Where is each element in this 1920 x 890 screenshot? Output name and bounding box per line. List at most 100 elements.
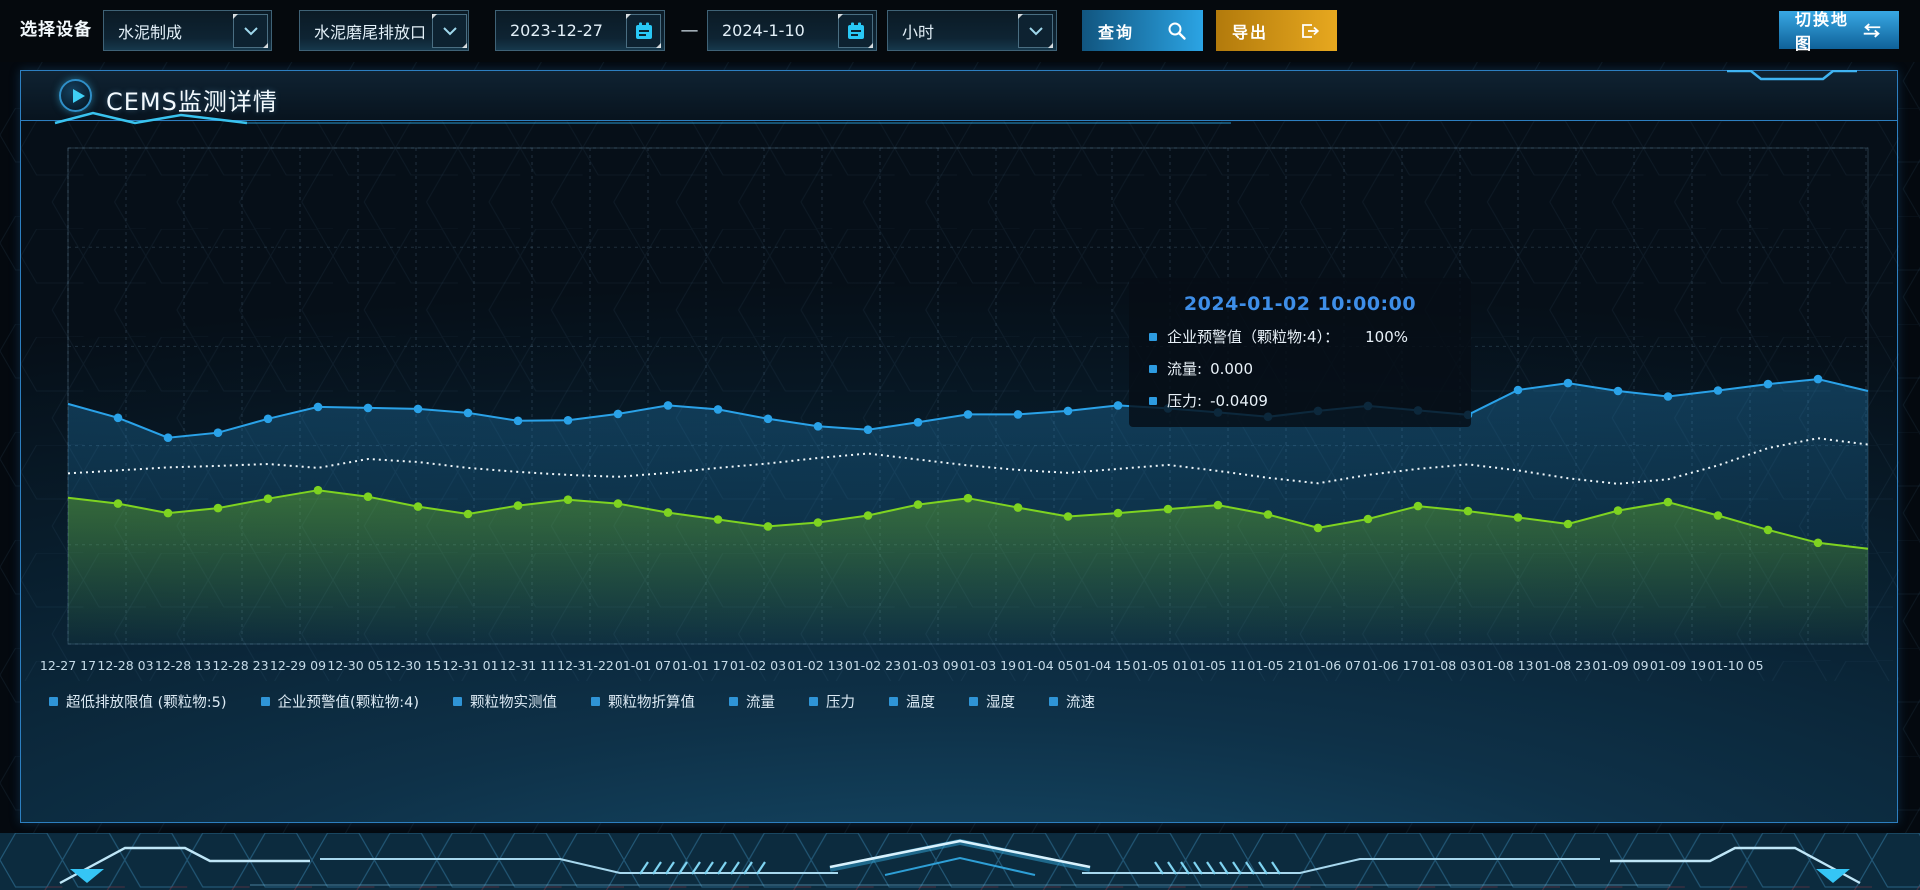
switch-map-button[interactable]: 切换地图 <box>1779 10 1899 53</box>
legend-label: 超低排放限值 (颗粒物:5) <box>66 695 227 711</box>
panel-header: CEMS监测详情 <box>21 70 1897 125</box>
device-type-select[interactable]: 水泥制成 <box>103 10 272 51</box>
data-point <box>363 492 373 502</box>
data-point <box>1713 386 1723 395</box>
legend-marker <box>1048 697 1058 706</box>
data-point <box>213 503 223 513</box>
legend-item[interactable]: 压力 <box>808 691 855 712</box>
x-axis-label: 01-08 13 <box>1477 658 1533 673</box>
chart-legend: 超低排放限值 (颗粒物:5) 企业预警值(颗粒物:4) 颗粒物实测值 颗粒物折算值 流量… <box>49 691 1095 712</box>
series-marker <box>1149 364 1157 373</box>
tooltip-row: 压力: -0.0409 <box>1149 390 1451 411</box>
legend-label: 流速 <box>1065 695 1095 711</box>
search-icon <box>1168 22 1186 40</box>
x-axis-label: 01-03 09 <box>902 658 958 673</box>
data-point <box>1513 385 1523 395</box>
tooltip-row-label: 企业预警值（颗粒物:4）： <box>1167 328 1340 346</box>
cems-monitor-panel: CEMS监测详情 12-27 17 12-28 03 12-28 13 12-28 2… <box>20 70 1899 823</box>
series-area-2 <box>68 490 1868 644</box>
data-point <box>1113 401 1123 410</box>
calendar-icon[interactable] <box>838 13 873 48</box>
interval-select[interactable]: 小时 <box>887 10 1057 51</box>
play-icon <box>59 79 92 112</box>
data-point <box>1063 512 1073 521</box>
data-point <box>863 425 873 435</box>
data-point <box>713 405 723 414</box>
legend-marker <box>260 697 270 706</box>
legend-item[interactable]: 超低排放限值 (颗粒物:5) <box>49 691 227 712</box>
x-axis-label: 12-28 03 <box>97 658 153 673</box>
data-point <box>963 410 973 419</box>
legend-item[interactable]: 企业预警值(颗粒物:4) <box>260 691 419 712</box>
x-axis-label: 12-31 11 <box>500 658 556 673</box>
x-axis-label: 01-05 01 <box>1132 658 1188 673</box>
tooltip-rows: 企业预警值（颗粒物:4）： 100% 流量: 0.000 压力: -0.0409 <box>1149 326 1451 411</box>
data-point <box>1213 500 1223 510</box>
calendar-icon[interactable] <box>626 13 661 48</box>
chevron-down-icon[interactable] <box>432 13 468 48</box>
x-axis-label: 01-05 21 <box>1247 658 1303 673</box>
x-axis-label: 01-04 15 <box>1075 658 1131 673</box>
chevron-down-icon[interactable] <box>233 13 268 48</box>
end-date-input[interactable]: 2024-1-10 <box>707 10 877 51</box>
query-button[interactable]: 查询 <box>1082 10 1203 51</box>
x-axis-label: 01-01 07 <box>615 658 671 673</box>
legend-item[interactable]: 湿度 <box>968 691 1015 712</box>
data-point <box>463 408 473 418</box>
legend-item[interactable]: 温度 <box>888 691 935 712</box>
data-point <box>1563 378 1573 388</box>
x-axis-label: 12-30 05 <box>327 658 383 673</box>
x-axis-label: 01-02 13 <box>787 658 843 673</box>
data-point <box>563 416 573 425</box>
data-point <box>1513 513 1523 522</box>
data-point <box>913 500 923 509</box>
legend-marker <box>728 697 738 706</box>
legend-label: 流量 <box>745 695 775 711</box>
data-point <box>513 416 523 426</box>
tooltip-row: 企业预警值（颗粒物:4）： 100% <box>1149 326 1451 347</box>
data-point <box>1113 508 1123 518</box>
data-point <box>663 401 673 410</box>
data-point <box>463 509 473 519</box>
x-axis-label: 01-06 07 <box>1305 658 1361 673</box>
tooltip-timestamp: 2024-01-02 10:00:00 <box>1183 293 1417 315</box>
series-marker <box>1149 332 1157 341</box>
export-button[interactable]: 导出 <box>1216 10 1337 51</box>
swap-arrows-icon <box>1863 23 1881 38</box>
legend-label: 企业预警值(颗粒物:4) <box>277 695 419 711</box>
legend-item[interactable]: 流速 <box>1048 691 1095 712</box>
header-notch-decoration <box>1727 70 1857 81</box>
data-point <box>1663 497 1673 507</box>
data-point <box>1013 410 1023 419</box>
x-axis-label: 12-31 01 <box>442 658 498 673</box>
x-axis-label: 12-30 15 <box>385 658 441 673</box>
data-point <box>1413 501 1423 511</box>
start-date-value: 2023-12-27 <box>510 21 603 40</box>
end-date-value: 2024-1-10 <box>722 21 805 40</box>
x-axis-label: 01-02 23 <box>845 658 901 673</box>
series-line-1 <box>67 437 1869 485</box>
legend-marker <box>452 697 462 706</box>
data-point <box>213 428 223 438</box>
data-point <box>813 422 823 431</box>
x-axis-label: 01-01 17 <box>672 658 728 673</box>
outlet-select[interactable]: 水泥磨尾排放口 <box>299 10 469 51</box>
data-point <box>1713 511 1723 520</box>
data-point <box>863 511 873 520</box>
chevron-down-icon[interactable] <box>1018 13 1053 48</box>
legend-marker <box>808 697 818 706</box>
start-date-input[interactable]: 2023-12-27 <box>495 10 665 51</box>
legend-item[interactable]: 颗粒物实测值 <box>452 691 557 712</box>
data-point <box>1763 379 1773 389</box>
legend-item[interactable]: 颗粒物折算值 <box>590 691 695 712</box>
export-icon <box>1302 23 1320 38</box>
data-point <box>263 414 273 424</box>
data-point <box>163 508 173 518</box>
data-point <box>663 508 673 517</box>
data-point <box>513 501 523 510</box>
x-axis-label: 12-28 13 <box>155 658 211 673</box>
data-point <box>613 499 623 508</box>
data-point <box>1763 525 1773 535</box>
line-chart[interactable]: 12-27 17 12-28 03 12-28 13 12-28 23 12-29 09… <box>21 121 1899 681</box>
legend-item[interactable]: 流量 <box>728 691 775 712</box>
